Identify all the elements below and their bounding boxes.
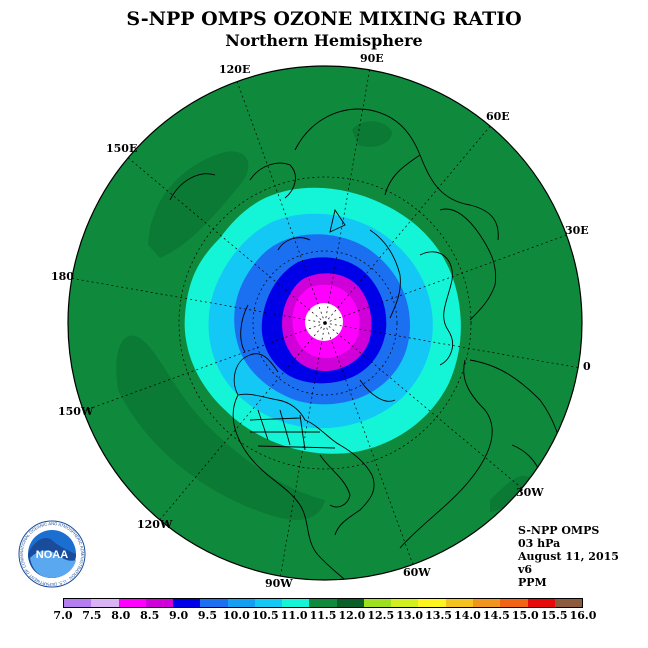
info-level: 03 hPa	[518, 537, 561, 550]
color-legend-bar	[63, 598, 583, 608]
legend-tick-label: 11.5	[309, 609, 337, 622]
map-subtitle: Northern Hemisphere	[225, 31, 423, 50]
legend-swatch	[391, 599, 419, 607]
legend-tick-label: 15.0	[511, 609, 539, 622]
legend-swatch	[254, 599, 283, 607]
legend-tick-label: 12.0	[338, 609, 366, 622]
logo-text: NOAA	[36, 549, 68, 561]
legend-swatch	[282, 599, 310, 607]
legend-tick-label: 14.5	[482, 609, 510, 622]
legend-swatch	[227, 599, 255, 607]
legend-swatch	[472, 599, 501, 607]
legend-swatch	[91, 599, 119, 607]
info-units: PPM	[518, 576, 547, 589]
map-boundary	[67, 65, 583, 581]
longitude-label: 150W	[58, 405, 94, 418]
longitude-label: 60W	[403, 566, 431, 579]
legend-tick-label: 7.0	[53, 609, 73, 622]
longitude-label: 90E	[360, 52, 384, 65]
longitude-label: 120W	[137, 518, 173, 531]
legend-tick-label: 9.0	[168, 609, 189, 622]
longitude-label: 30W	[516, 486, 544, 499]
band-11-5-patch	[490, 475, 530, 512]
info-version: v6	[518, 563, 533, 576]
legend-tick-label: 12.5	[367, 609, 395, 622]
legend-tick-label: 13.0	[396, 609, 424, 622]
legend-tick-label: 13.5	[425, 609, 452, 622]
longitude-label: 0	[583, 360, 591, 373]
legend-swatch	[64, 599, 92, 607]
map-title: S-NPP OMPS OZONE MIXING RATIO	[126, 8, 522, 30]
longitude-label: 120E	[219, 63, 251, 76]
info-date: August 11, 2015	[518, 550, 619, 563]
product-info: S-NPP OMPS 03 hPa August 11, 2015 v6 PPM	[518, 524, 619, 589]
legend-swatch	[418, 599, 446, 607]
band-11-5-patch	[352, 121, 392, 147]
legend-swatch	[200, 599, 228, 607]
latitude-circles	[178, 176, 472, 470]
legend-tick-label: 16.0	[569, 609, 597, 622]
legend-tick-label: 7.5	[82, 609, 102, 622]
longitude-label: 150E	[106, 142, 138, 155]
legend-tick-label: 8.5	[140, 609, 160, 622]
band-11-5-patch	[148, 151, 249, 258]
legend-swatch	[527, 599, 555, 607]
legend-tick-label: 15.5	[540, 609, 568, 622]
legend-swatch	[309, 599, 337, 607]
longitude-label: 180	[51, 270, 74, 283]
legend-tick-label: 8.0	[111, 609, 131, 622]
legend-swatch	[363, 599, 392, 607]
legend-swatch	[336, 599, 364, 607]
legend-tick-label: 10.5	[251, 609, 279, 622]
legend-swatch	[445, 599, 473, 607]
longitude-label: 60E	[486, 110, 510, 123]
legend-swatch	[145, 599, 174, 607]
band-11-5-patch	[116, 335, 325, 520]
info-instrument: S-NPP OMPS	[518, 524, 600, 537]
longitude-label: 30E	[565, 224, 589, 237]
legend-tick-label: 10.0	[222, 609, 250, 622]
legend-swatch	[554, 599, 583, 607]
legend-tick-label: 14.0	[454, 609, 481, 622]
color-legend-ticks: 7.0 7.5 8.0 8.5 9.0 9.5 10.0 10.5 11.0 11.5 12.0 12…	[53, 609, 596, 625]
legend-tick-label: 11.0	[280, 609, 308, 622]
legend-swatch	[173, 599, 201, 607]
legend-tick-label: 9.5	[197, 609, 218, 622]
legend-swatch	[118, 599, 146, 607]
longitude-label: 90W	[265, 577, 293, 590]
legend-swatch	[500, 599, 528, 607]
noaa-logo: NOAA NATIONAL OCEANIC AND ATMOSPHERIC AD…	[18, 520, 86, 588]
